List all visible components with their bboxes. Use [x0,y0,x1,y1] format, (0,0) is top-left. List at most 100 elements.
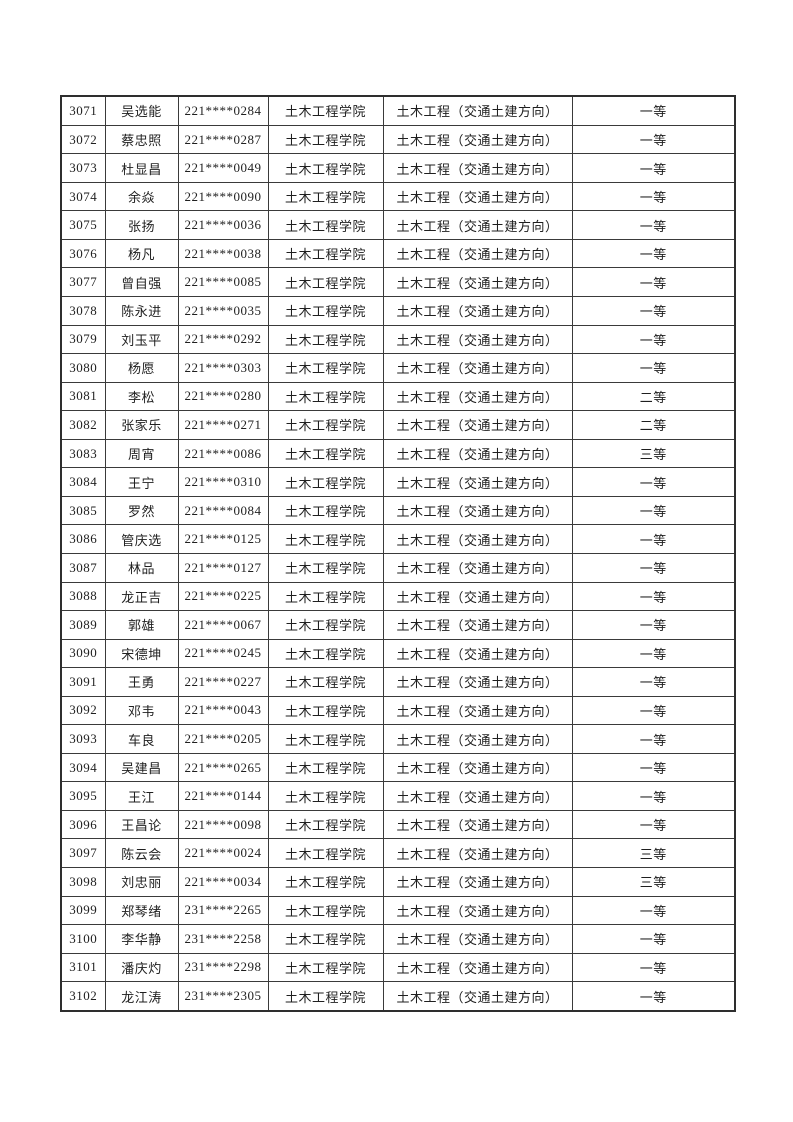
cell-id: 3077 [60,267,106,298]
grade-table: 3071 吴选能 221****0284 土木工程学院 土木工程（交通土建方向） 一等 30… [60,95,736,1012]
table-row: 3077 曾自强 221****0085 土木工程学院 土木工程（交通土建方向） 一等 [60,267,736,298]
cell-grade: 一等 [571,895,736,926]
cell-college: 土木工程学院 [267,552,384,583]
cell-major: 土木工程（交通土建方向） [382,495,573,526]
cell-major: 土木工程（交通土建方向） [382,381,573,412]
cell-college: 土木工程学院 [267,866,384,897]
cell-id: 3091 [60,667,106,697]
cell-name: 王昌论 [104,809,179,840]
cell-college: 土木工程学院 [267,667,384,697]
table-row: 3076 杨凡 221****0038 土木工程学院 土木工程（交通土建方向） 一等 [60,238,736,269]
cell-student_no: 221****0036 [177,210,269,240]
cell-major: 土木工程（交通土建方向） [382,752,573,783]
cell-major: 土木工程（交通土建方向） [382,524,573,554]
cell-major: 土木工程（交通土建方向） [382,467,573,497]
cell-major: 土木工程（交通土建方向） [382,667,573,697]
cell-id: 3096 [60,809,106,840]
cell-id: 3076 [60,238,106,269]
table-row: 3080 杨愿 221****0303 土木工程学院 土木工程（交通土建方向） 一等 [60,353,736,383]
cell-college: 土木工程学院 [267,324,384,355]
grade-table-body: 3071 吴选能 221****0284 土木工程学院 土木工程（交通土建方向） 一等 30… [60,95,736,1012]
cell-student_no: 221****0043 [177,695,269,726]
cell-name: 周宵 [104,438,179,469]
cell-student_no: 221****0292 [177,324,269,355]
cell-id: 3102 [60,981,106,1012]
cell-major: 土木工程（交通土建方向） [382,267,573,298]
table-row: 3088 龙正吉 221****0225 土木工程学院 土木工程（交通土建方向） 一等 [60,581,736,612]
cell-student_no: 221****0067 [177,610,269,640]
cell-major: 土木工程（交通土建方向） [382,438,573,469]
cell-name: 龙正吉 [104,581,179,612]
table-row: 3090 宋德坤 221****0245 土木工程学院 土木工程（交通土建方向） 一等 [60,638,736,669]
cell-grade: 一等 [571,581,736,612]
cell-grade: 一等 [571,610,736,640]
cell-id: 3087 [60,552,106,583]
cell-college: 土木工程学院 [267,495,384,526]
table-row: 3086 管庆选 221****0125 土木工程学院 土木工程（交通土建方向） 一等 [60,524,736,554]
cell-grade: 一等 [571,296,736,326]
cell-student_no: 221****0086 [177,438,269,469]
cell-college: 土木工程学院 [267,781,384,811]
cell-student_no: 221****0085 [177,267,269,298]
cell-name: 杜显昌 [104,153,179,183]
cell-college: 土木工程学院 [267,752,384,783]
cell-student_no: 221****0144 [177,781,269,811]
cell-name: 王勇 [104,667,179,697]
cell-major: 土木工程（交通土建方向） [382,552,573,583]
cell-student_no: 221****0225 [177,581,269,612]
table-row: 3095 王江 221****0144 土木工程学院 土木工程（交通土建方向） 一等 [60,781,736,811]
cell-student_no: 231****2298 [177,952,269,983]
cell-name: 杨凡 [104,238,179,269]
cell-grade: 一等 [571,981,736,1012]
table-row: 3093 车良 221****0205 土木工程学院 土木工程（交通土建方向） 一等 [60,724,736,754]
cell-major: 土木工程（交通土建方向） [382,410,573,440]
cell-college: 土木工程学院 [267,924,384,954]
cell-student_no: 221****0038 [177,238,269,269]
cell-name: 林品 [104,552,179,583]
cell-id: 3072 [60,124,106,155]
cell-grade: 一等 [571,781,736,811]
cell-grade: 三等 [571,838,736,868]
cell-id: 3100 [60,924,106,954]
table-row: 3082 张家乐 221****0271 土木工程学院 土木工程（交通土建方向） 二等 [60,410,736,440]
cell-student_no: 221****0034 [177,866,269,897]
cell-id: 3080 [60,353,106,383]
cell-student_no: 231****2258 [177,924,269,954]
cell-student_no: 221****0227 [177,667,269,697]
cell-id: 3073 [60,153,106,183]
cell-major: 土木工程（交通土建方向） [382,353,573,383]
cell-college: 土木工程学院 [267,381,384,412]
cell-grade: 一等 [571,952,736,983]
cell-id: 3074 [60,181,106,212]
cell-major: 土木工程（交通土建方向） [382,153,573,183]
cell-major: 土木工程（交通土建方向） [382,981,573,1012]
table-row: 3081 李松 221****0280 土木工程学院 土木工程（交通土建方向） 二等 [60,381,736,412]
table-row: 3089 郭雄 221****0067 土木工程学院 土木工程（交通土建方向） 一等 [60,610,736,640]
cell-name: 车良 [104,724,179,754]
table-row: 3101 潘庆灼 231****2298 土木工程学院 土木工程（交通土建方向） 一等 [60,952,736,983]
cell-student_no: 221****0271 [177,410,269,440]
cell-college: 土木工程学院 [267,181,384,212]
cell-id: 3093 [60,724,106,754]
cell-grade: 三等 [571,866,736,897]
cell-student_no: 221****0125 [177,524,269,554]
cell-grade: 一等 [571,524,736,554]
cell-name: 蔡忠照 [104,124,179,155]
cell-student_no: 231****2305 [177,981,269,1012]
cell-major: 土木工程（交通土建方向） [382,95,573,126]
cell-grade: 一等 [571,638,736,669]
cell-grade: 一等 [571,353,736,383]
table-row: 3099 郑琴绪 231****2265 土木工程学院 土木工程（交通土建方向） 一等 [60,895,736,926]
cell-major: 土木工程（交通土建方向） [382,210,573,240]
cell-grade: 一等 [571,95,736,126]
cell-id: 3088 [60,581,106,612]
cell-name: 吴选能 [104,95,179,126]
cell-college: 土木工程学院 [267,153,384,183]
cell-name: 王江 [104,781,179,811]
cell-major: 土木工程（交通土建方向） [382,781,573,811]
table-row: 3075 张扬 221****0036 土木工程学院 土木工程（交通土建方向） 一等 [60,210,736,240]
cell-name: 郑琴绪 [104,895,179,926]
cell-college: 土木工程学院 [267,724,384,754]
cell-student_no: 221****0084 [177,495,269,526]
